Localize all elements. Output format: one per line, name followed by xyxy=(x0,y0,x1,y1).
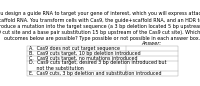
Text: to introduce a mutation into the target sequence (a 3 bp deletion located 5 bp u: to introduce a mutation into the target … xyxy=(0,24,200,29)
Text: C.  Cas9 cuts target, no mutations introduced: C. Cas9 cuts target, no mutations introd… xyxy=(29,56,138,61)
Text: D.  Cas9 cuts target, desired 3 bp deletion introduced but
     not the substitu: D. Cas9 cuts target, desired 3 bp deleti… xyxy=(29,60,167,71)
Text: outcomes below are possible? Type possible or not possible in each answer box.: outcomes below are possible? Type possib… xyxy=(4,36,200,41)
Text: You design a guide RNA to target your gene of interest, which you will express a: You design a guide RNA to target your ge… xyxy=(0,11,200,16)
Text: A.  Cas9 does not cut target sequence: A. Cas9 does not cut target sequence xyxy=(29,46,120,51)
Text: Cas9 cut site and a base pair substitution 15 bp upstream of the Cas9 cut site).: Cas9 cut site and a base pair substituti… xyxy=(0,30,200,35)
Text: E.  Cas9 cuts, 3 bp deletion and substitution introduced: E. Cas9 cuts, 3 bp deletion and substitu… xyxy=(29,71,162,76)
Text: to a scaffold RNA. You transform cells with Cas9, the guide+scaffold RNA, and an: to a scaffold RNA. You transform cells w… xyxy=(0,18,200,23)
Text: Answer:: Answer: xyxy=(142,41,162,46)
Bar xyxy=(27,46,178,76)
Text: B.  Cas9 cuts target, 10 bp deletion introduced: B. Cas9 cuts target, 10 bp deletion intr… xyxy=(29,51,141,56)
